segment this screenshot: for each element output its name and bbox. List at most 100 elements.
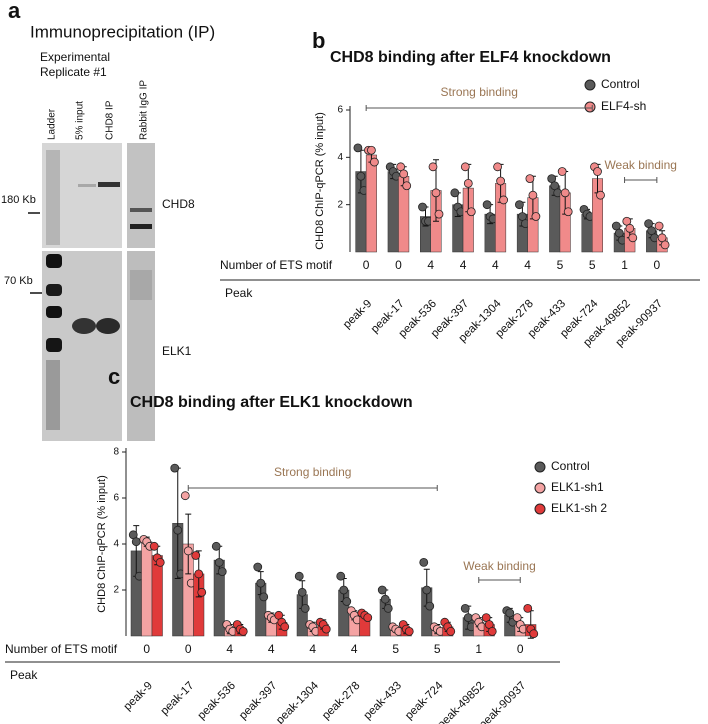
blot-band — [130, 224, 152, 229]
marker-label: 180 Kb — [1, 194, 36, 206]
panel-label: b — [312, 28, 325, 53]
blot-band — [46, 338, 62, 352]
ets-count: 0 — [517, 642, 524, 656]
data-point — [339, 585, 349, 595]
data-point — [402, 181, 412, 191]
data-point — [528, 190, 538, 200]
data-point — [380, 594, 390, 604]
data-point — [356, 171, 366, 181]
bar — [151, 555, 163, 637]
data-point — [280, 622, 290, 632]
panel-label: a — [8, 0, 21, 23]
protein-label: ELK1 — [162, 344, 192, 358]
x-tick-label: peak-9 — [122, 680, 155, 713]
ets-count: 4 — [268, 642, 275, 656]
ets-count: 0 — [654, 258, 661, 272]
data-point — [463, 178, 473, 188]
x-tick-label: peak-536 — [196, 680, 238, 722]
data-point — [214, 558, 224, 567]
y-axis-label: CHD8 ChIP-qPCR (% input) — [96, 475, 108, 613]
data-point — [155, 558, 165, 567]
y-tick-label: 2 — [337, 199, 343, 210]
data-point — [563, 207, 573, 217]
data-point — [418, 202, 427, 212]
y-tick-label: 2 — [113, 585, 119, 596]
data-point — [259, 592, 269, 602]
data-point — [523, 604, 533, 613]
data-point — [515, 200, 524, 210]
lane-label: Ladder — [47, 108, 58, 140]
legend-marker — [584, 101, 596, 113]
data-point — [256, 578, 266, 588]
blot-band — [46, 150, 60, 245]
data-point — [531, 212, 541, 221]
blot-band — [98, 182, 120, 187]
data-point — [197, 587, 207, 597]
data-point — [321, 624, 331, 634]
bar — [387, 171, 399, 253]
error-bar — [185, 513, 192, 575]
blot-band — [46, 360, 60, 430]
ets-count: 4 — [427, 258, 434, 272]
bracket — [365, 105, 593, 111]
blot-band — [46, 306, 62, 318]
data-point — [425, 601, 435, 611]
y-tick-label: 4 — [113, 539, 119, 550]
x-tick-label: peak-278 — [320, 680, 362, 722]
data-point — [294, 571, 304, 581]
data-point — [399, 169, 409, 179]
data-point — [300, 604, 310, 613]
data-point — [170, 463, 180, 473]
data-point — [183, 546, 193, 556]
bar — [365, 154, 377, 253]
data-point — [363, 613, 373, 622]
data-point — [238, 627, 248, 636]
lane-label: 5% input — [75, 101, 86, 140]
bracket — [624, 177, 658, 183]
data-point — [253, 562, 263, 572]
ets-count: 4 — [524, 258, 531, 272]
blot-band — [130, 208, 152, 212]
data-point — [525, 174, 535, 184]
data-point — [377, 585, 387, 595]
data-point — [366, 145, 376, 155]
ets-count: 0 — [185, 642, 192, 656]
x-tick-label: peak-433 — [362, 680, 404, 722]
blot-band — [46, 284, 62, 296]
data-point — [460, 162, 470, 172]
ets-count: 4 — [351, 642, 358, 656]
blot-band — [46, 254, 62, 268]
data-point — [173, 525, 183, 535]
data-point — [496, 176, 506, 186]
blot-band — [96, 318, 120, 334]
row-label: Peak — [10, 668, 38, 682]
ets-count: 5 — [392, 642, 399, 656]
blot-title: Immunoprecipitation (IP) — [30, 22, 215, 41]
data-point — [529, 629, 539, 639]
data-point — [297, 587, 307, 597]
data-point — [628, 233, 638, 243]
ets-count: 4 — [460, 258, 467, 272]
blot-membrane — [127, 143, 155, 248]
ets-count: 1 — [621, 258, 628, 272]
x-tick-label: peak-397 — [237, 680, 279, 722]
x-tick-label: peak-724 — [403, 679, 446, 722]
data-point — [625, 223, 635, 233]
ets-count: 0 — [143, 642, 150, 656]
lane-label: CHD8 IP — [105, 100, 116, 140]
data-point — [194, 569, 204, 579]
y-tick-label: 4 — [337, 152, 343, 163]
data-point — [353, 143, 363, 153]
chart-title: CHD8 binding after ELF4 knockdown — [330, 49, 611, 66]
data-point — [482, 200, 492, 210]
ets-count: 4 — [492, 258, 499, 272]
data-point — [560, 188, 570, 198]
data-point — [654, 221, 664, 231]
ets-count: 4 — [309, 642, 316, 656]
ets-count: 0 — [395, 258, 402, 272]
ets-count: 0 — [363, 258, 370, 272]
blot-subtitle: Replicate #1 — [40, 65, 107, 79]
bracket — [187, 485, 438, 491]
y-tick-label: 8 — [113, 447, 119, 458]
